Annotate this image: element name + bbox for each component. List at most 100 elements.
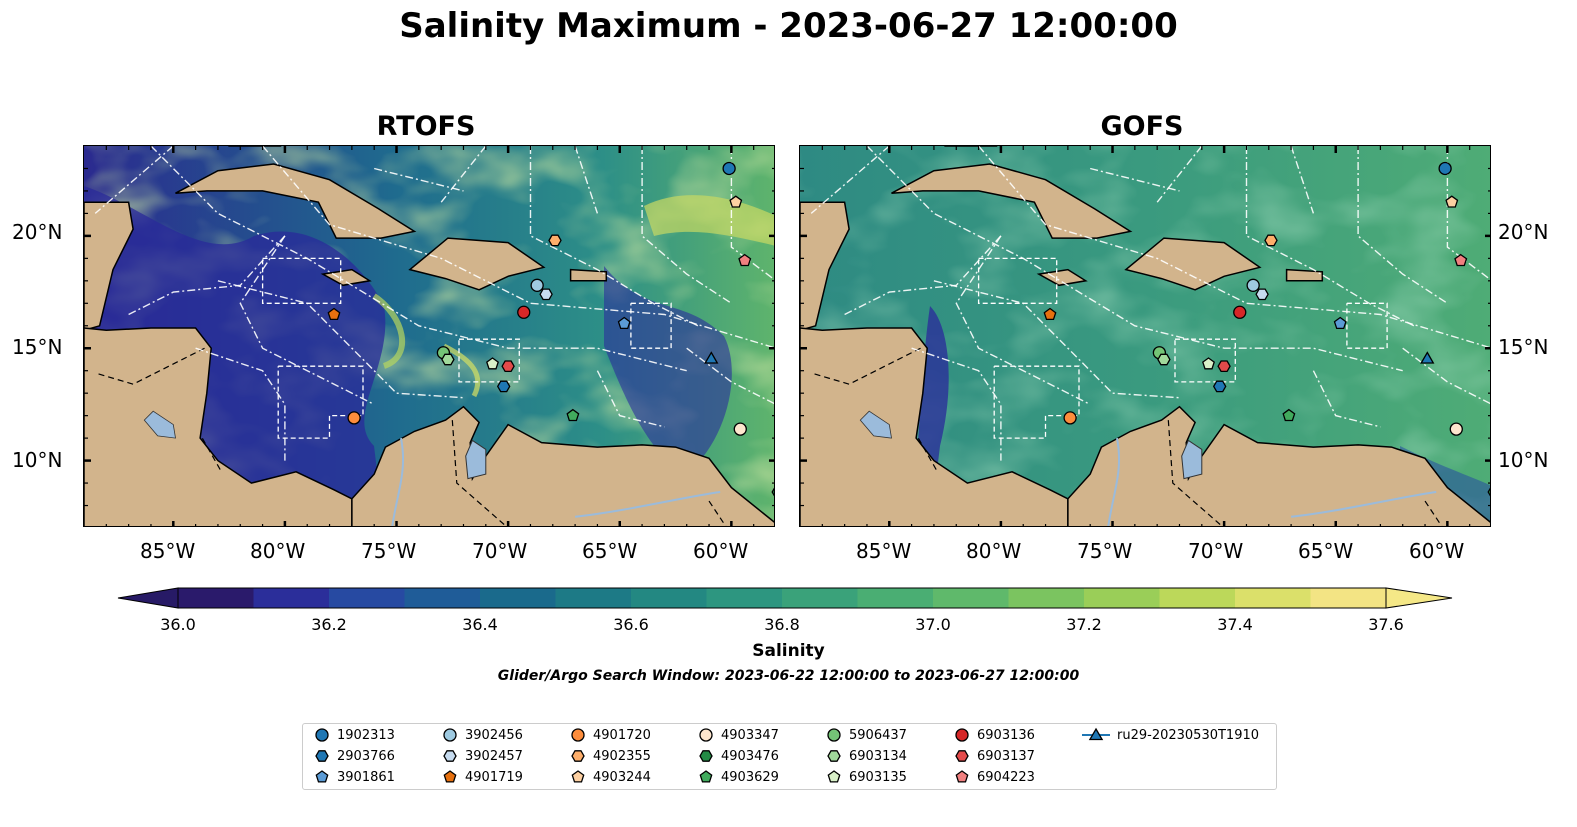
- float-marker-3901861[interactable]: [1333, 316, 1347, 330]
- colorbar-segment: [1159, 588, 1236, 608]
- lat-tick-10n-left: 10°N: [12, 448, 63, 472]
- legend-item-3902457: 3902457: [441, 747, 523, 765]
- triangle-line-marker-icon: [1082, 727, 1110, 741]
- lon-tick-65w-b: 65°W: [1298, 539, 1354, 563]
- float-marker-4901719[interactable]: [327, 307, 341, 321]
- float-marker-3902456[interactable]: [1246, 278, 1260, 292]
- float-marker-4903244[interactable]: [1445, 195, 1459, 208]
- pentagon-marker-icon: [699, 770, 713, 783]
- colorbar-segment: [253, 588, 330, 608]
- legend-label: 4903347: [721, 727, 779, 743]
- colorbar-segment: [555, 588, 632, 608]
- colorbar-tick-label: 36.8: [764, 615, 800, 634]
- colorbar-segment: [1008, 588, 1085, 608]
- float-marker-4903347[interactable]: [733, 422, 747, 436]
- colorbar-segment: [480, 588, 556, 608]
- colorbar-segment: [706, 588, 783, 608]
- legend-label: 4903476: [721, 748, 779, 764]
- float-marker-4903629[interactable]: [566, 408, 580, 422]
- legend-label: 4901719: [465, 769, 523, 785]
- map-panel-gofs[interactable]: [799, 145, 1491, 527]
- float-marker-ru29-20230530T1910[interactable]: [1420, 351, 1435, 364]
- float-marker-ru29-20230530T1910[interactable]: [704, 351, 719, 364]
- lon-tick-80w-b: 80°W: [966, 539, 1022, 563]
- colorbar-segment: [178, 588, 254, 608]
- float-marker-3901861[interactable]: [617, 316, 631, 330]
- circle-marker-icon: [571, 728, 585, 742]
- float-marker-4903629[interactable]: [1282, 408, 1296, 422]
- legend-label: ru29-20230530T1910: [1117, 727, 1260, 743]
- float-marker-1902313[interactable]: [1438, 161, 1452, 176]
- circle-marker-icon: [955, 728, 969, 742]
- hexagon-marker-icon: [443, 750, 457, 762]
- legend-label: 4901720: [593, 727, 651, 743]
- legend-item-1902313: 1902313: [313, 726, 395, 744]
- lon-tick-85w-a: 85°W: [140, 539, 196, 563]
- float-marker-6903135[interactable]: [1202, 357, 1215, 370]
- float-marker-4901720[interactable]: [1063, 411, 1077, 425]
- legend-item-6903136: 6903136: [953, 726, 1035, 744]
- lon-tick-75w-a: 75°W: [361, 539, 417, 563]
- lon-tick-80w-a: 80°W: [250, 539, 306, 563]
- float-marker-3902457[interactable]: [1255, 288, 1269, 301]
- colorbar-segment: [404, 588, 481, 608]
- figure-title: Salinity Maximum - 2023-06-27 12:00:00: [399, 6, 1178, 46]
- lat-tick-10n-right: 10°N: [1498, 448, 1549, 472]
- float-marker-1902313[interactable]: [722, 161, 736, 176]
- float-marker-2903766[interactable]: [1212, 380, 1227, 393]
- legend-label: 2903766: [337, 748, 395, 764]
- float-marker-6903136[interactable]: [517, 305, 531, 319]
- legend-item-3902456: 3902456: [441, 726, 523, 744]
- float-marker-6903134[interactable]: [441, 353, 455, 366]
- float-marker-3902457[interactable]: [539, 288, 553, 301]
- legend-item-6903137: 6903137: [953, 747, 1035, 765]
- colorbar-segment: [782, 588, 858, 608]
- pentagon-marker-icon: [315, 770, 329, 783]
- legend-label: 3902456: [465, 727, 523, 743]
- float-marker-6903136[interactable]: [1233, 305, 1247, 319]
- colorbar: [117, 587, 1453, 609]
- float-marker-6903137[interactable]: [1217, 360, 1231, 373]
- legend: 1902313 2903766 3901861 3902456 3902457 49017…: [302, 723, 1277, 790]
- legend-item-ru29-20230530T1910: ru29-20230530T1910: [1081, 726, 1259, 744]
- pentagon-marker-icon: [827, 770, 841, 783]
- legend-label: 6904223: [977, 769, 1035, 785]
- float-marker-3902456[interactable]: [530, 278, 544, 292]
- colorbar-tick-label: 36.6: [613, 615, 649, 634]
- legend-item-6903134: 6903134: [825, 747, 907, 765]
- colorbar-tick-label: 36.4: [462, 615, 498, 634]
- hexagon-marker-icon: [955, 750, 969, 762]
- float-marker-4902355[interactable]: [1264, 234, 1278, 247]
- float-marker-4903476[interactable]: [771, 487, 775, 497]
- float-marker-6903137[interactable]: [501, 360, 515, 373]
- circle-marker-icon: [827, 728, 841, 742]
- colorbar-tick-label: 36.2: [311, 615, 347, 634]
- float-marker-6904223[interactable]: [1454, 253, 1468, 267]
- lat-tick-15n-left: 15°N: [12, 335, 63, 359]
- circle-marker-icon: [443, 728, 457, 742]
- colorbar-tick-label: 37.4: [1217, 615, 1253, 634]
- float-marker-6904223[interactable]: [738, 253, 752, 267]
- legend-item-4901719: 4901719: [441, 768, 523, 786]
- float-marker-4903347[interactable]: [1449, 422, 1463, 436]
- colorbar-segment: [329, 588, 405, 608]
- legend-item-4903347: 4903347: [697, 726, 779, 744]
- float-marker-4902355[interactable]: [548, 234, 562, 247]
- float-marker-6903134[interactable]: [1157, 353, 1171, 366]
- colorbar-segment: [631, 588, 707, 608]
- lon-tick-70w-b: 70°W: [1188, 539, 1244, 563]
- legend-item-2903766: 2903766: [313, 747, 395, 765]
- float-marker-4903476[interactable]: [1487, 487, 1491, 497]
- float-marker-4901720[interactable]: [347, 411, 361, 425]
- lat-tick-20n-right: 20°N: [1498, 220, 1549, 244]
- legend-item-4901720: 4901720: [569, 726, 651, 744]
- float-marker-4901719[interactable]: [1043, 307, 1057, 321]
- hexagon-marker-icon: [315, 750, 329, 762]
- float-marker-6903135[interactable]: [486, 357, 499, 370]
- map-panel-rtofs[interactable]: [83, 145, 775, 527]
- hexagon-marker-icon: [699, 750, 713, 762]
- pentagon-marker-icon: [955, 770, 969, 783]
- float-marker-4903244[interactable]: [729, 195, 743, 208]
- float-marker-2903766[interactable]: [496, 380, 511, 393]
- lat-tick-15n-right: 15°N: [1498, 335, 1549, 359]
